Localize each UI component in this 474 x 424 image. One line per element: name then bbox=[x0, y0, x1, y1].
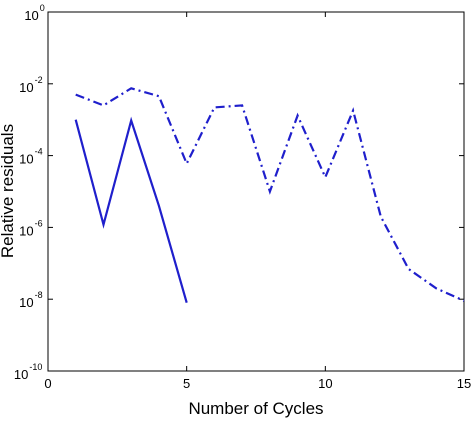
y-tick-label-base: 10 bbox=[19, 223, 33, 238]
y-tick-label: 10 0 bbox=[24, 3, 44, 23]
y-axis-title: Relative residuals bbox=[0, 124, 17, 258]
y-tick-label: 10 -4 bbox=[19, 147, 42, 167]
y-tick-label-exponent: -4 bbox=[35, 147, 43, 157]
y-tick-label: 10 -8 bbox=[19, 290, 42, 310]
y-tick-label-base: 10 bbox=[19, 152, 33, 167]
y-tick-label-base: 10 bbox=[19, 80, 33, 95]
x-tick-label: 10 bbox=[318, 376, 332, 391]
y-tick-label-exponent: -8 bbox=[35, 290, 43, 300]
y-tick-label: 10 -6 bbox=[19, 218, 42, 238]
x-tick-label: 5 bbox=[183, 376, 190, 391]
x-ticks: 0 5 10 15 bbox=[44, 12, 471, 391]
y-tick-label: 10 -2 bbox=[19, 75, 42, 95]
x-tick-label: 15 bbox=[457, 376, 471, 391]
y-tick-label-base: 10 bbox=[24, 8, 38, 23]
y-tick-label: 10 -10 bbox=[14, 362, 42, 382]
series-layer bbox=[74, 87, 465, 304]
y-tick-label-base: 10 bbox=[14, 367, 28, 382]
x-tick-label: 0 bbox=[44, 376, 51, 391]
x-axis-title: Number of Cycles bbox=[188, 399, 323, 418]
y-tick-label-exponent: -2 bbox=[35, 75, 43, 85]
y-tick-label-exponent: -6 bbox=[35, 218, 43, 228]
y-tick-label-exponent: 0 bbox=[40, 3, 45, 13]
y-tick-label-exponent: -10 bbox=[29, 362, 42, 372]
y-tick-label-base: 10 bbox=[19, 295, 33, 310]
series-line-dashdot bbox=[75, 87, 465, 302]
series-line-solid bbox=[74, 116, 188, 304]
plot-area-frame bbox=[47, 11, 465, 372]
